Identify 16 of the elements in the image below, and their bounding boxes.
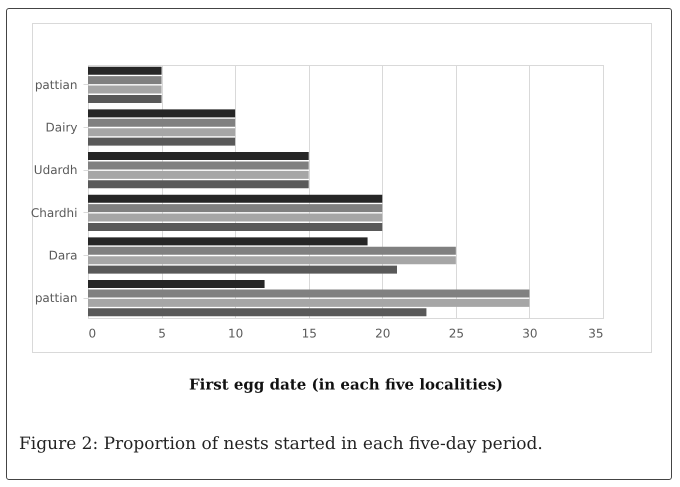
x-tick-label: 35 xyxy=(588,326,604,340)
x-axis-title: First egg date (in each five localities) xyxy=(189,376,503,394)
y-tick-label: Udardh xyxy=(34,163,78,178)
x-tick-label: 20 xyxy=(375,326,390,340)
x-tick-label: 0 xyxy=(88,326,96,340)
caption: Figure 2: Proportion of nests started in each five-day period. xyxy=(19,434,543,454)
y-tick-label: pattian xyxy=(34,78,78,92)
x-tick-label: 5 xyxy=(158,326,166,340)
y-tick-label: pattian xyxy=(34,291,78,306)
y-tick-label: Dara xyxy=(48,248,78,262)
x-tick-label: 10 xyxy=(228,326,244,340)
y-tick-label: Dairy xyxy=(46,120,78,135)
x-tick-label: 15 xyxy=(302,326,317,340)
x-tick-label: 25 xyxy=(448,326,464,340)
y-tick-label: Chardhi xyxy=(30,206,78,220)
x-tick-label: 30 xyxy=(522,326,538,340)
